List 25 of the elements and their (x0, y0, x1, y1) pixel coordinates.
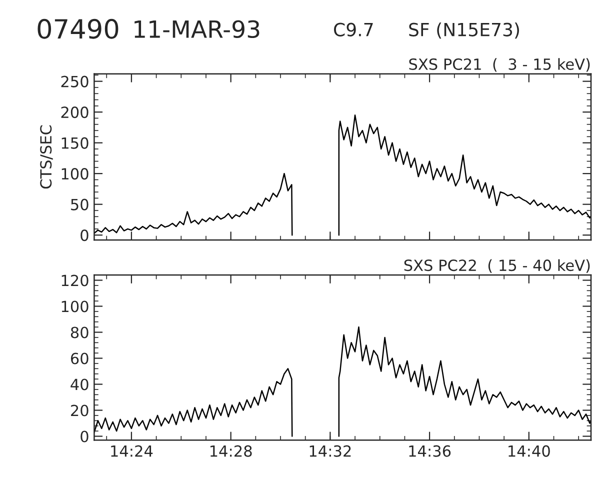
y-tick-label: 60 (70, 352, 88, 364)
y-tick-label: 120 (62, 274, 88, 286)
y-tick-label: 0 (80, 230, 88, 242)
x-tick-label: 14:40 (508, 445, 550, 457)
y-tick-label: 200 (61, 106, 88, 118)
x-tick-label: 14:32 (310, 445, 351, 457)
y-tick-label: 0 (80, 430, 88, 442)
y-tick-label: 20 (71, 404, 88, 416)
text: C9.7 (334, 22, 373, 36)
y-tick-label: 40 (70, 378, 88, 390)
chart-title: SXS PC21 ( 3 - 15 keV) (409, 58, 590, 72)
y-tick-label: 150 (62, 137, 88, 149)
y-tick-label: 100 (62, 168, 88, 180)
x-tick-label: 14:36 (409, 445, 451, 457)
x-tick-label: 14:24 (111, 445, 153, 457)
y-tick-label: 50 (71, 198, 88, 210)
y-tick-label: 80 (70, 326, 88, 338)
text: 07490 (38, 18, 118, 39)
y-tick-label: 250 (61, 76, 88, 88)
x-tick-label: 14:28 (210, 445, 252, 457)
y-tick-label: 100 (62, 300, 88, 312)
chart-title: SXS PC22 ( 15 - 40 keV) (404, 259, 590, 273)
y-axis-title: CTS/SEC (40, 125, 53, 189)
text: 11-MAR-93 (134, 20, 260, 38)
text: SF (N15E73) (409, 22, 519, 39)
